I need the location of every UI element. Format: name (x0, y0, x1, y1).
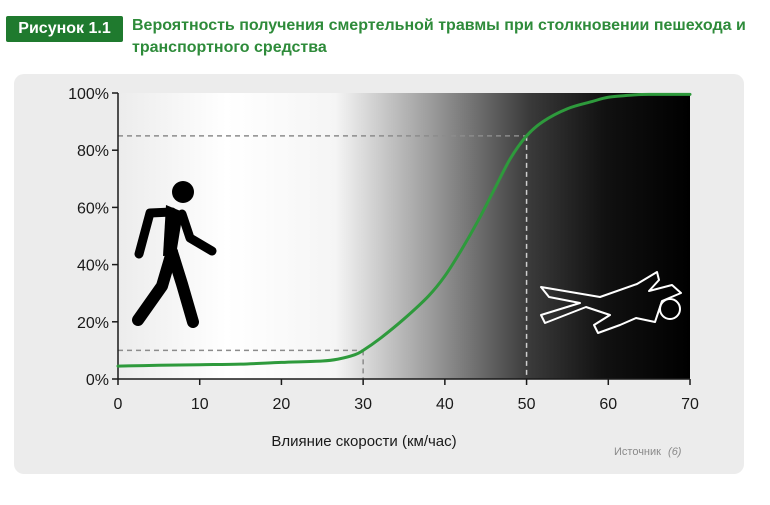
series-point (648, 93, 651, 96)
series-point (689, 93, 692, 96)
reference-lines (118, 135, 528, 379)
x-tick-label: 60 (599, 396, 617, 413)
series-point (353, 353, 356, 356)
x-tick-label: 50 (518, 396, 536, 413)
y-tick-label: 40% (77, 258, 109, 275)
series-point (117, 365, 120, 368)
y-tick-label: 0% (86, 372, 109, 389)
series-point (509, 157, 512, 160)
series-point (541, 120, 544, 123)
y-ticks: 0% 20% 40% 60% 80% 100% (68, 86, 118, 389)
series-point (590, 100, 593, 103)
series-point (566, 107, 569, 110)
series-point (403, 317, 406, 320)
y-tick-label: 20% (77, 315, 109, 332)
x-tick-label: 0 (114, 396, 123, 413)
series-point (607, 96, 610, 99)
y-tick-label: 60% (77, 200, 109, 217)
fallen-body-outline-icon (540, 271, 682, 334)
x-tick-label: 30 (354, 396, 372, 413)
series-point (321, 359, 324, 362)
series-point (198, 363, 201, 366)
series-point (460, 249, 463, 252)
source-note: Источник (6) (614, 446, 682, 458)
x-ticks: 0 10 20 30 40 50 60 70 (114, 379, 699, 413)
y-tick-label: 100% (68, 86, 109, 103)
figure-number-badge: Рисунок 1.1 (6, 16, 123, 42)
figure-title: Вероятность получения смертельной травмы… (132, 17, 746, 56)
x-tick-label: 70 (681, 396, 699, 413)
source-label: Источник (614, 446, 661, 458)
series-point (525, 134, 528, 137)
series-point (443, 275, 446, 278)
series-point (280, 361, 283, 364)
y-tick-label: 80% (77, 143, 109, 160)
x-tick-label: 10 (191, 396, 209, 413)
series-point (427, 295, 430, 298)
series-point (337, 357, 340, 360)
series-point (378, 337, 381, 340)
series-line (116, 92, 692, 368)
series-point (476, 220, 479, 223)
plot-background (118, 93, 690, 379)
figure-header: Рисунок 1.1 Вероятность получения смерте… (0, 0, 770, 70)
axes (117, 93, 690, 380)
x-tick-label: 20 (273, 396, 291, 413)
x-tick-label: 40 (436, 396, 454, 413)
series-point (157, 364, 160, 367)
series-point (631, 94, 634, 97)
x-axis-title: Влияние скорости (км/час) (271, 433, 456, 450)
source-ref: (6) (668, 446, 682, 458)
series-point (362, 349, 365, 352)
series-point (239, 363, 242, 366)
series-point (492, 189, 495, 192)
walking-pedestrian-icon (132, 181, 217, 328)
